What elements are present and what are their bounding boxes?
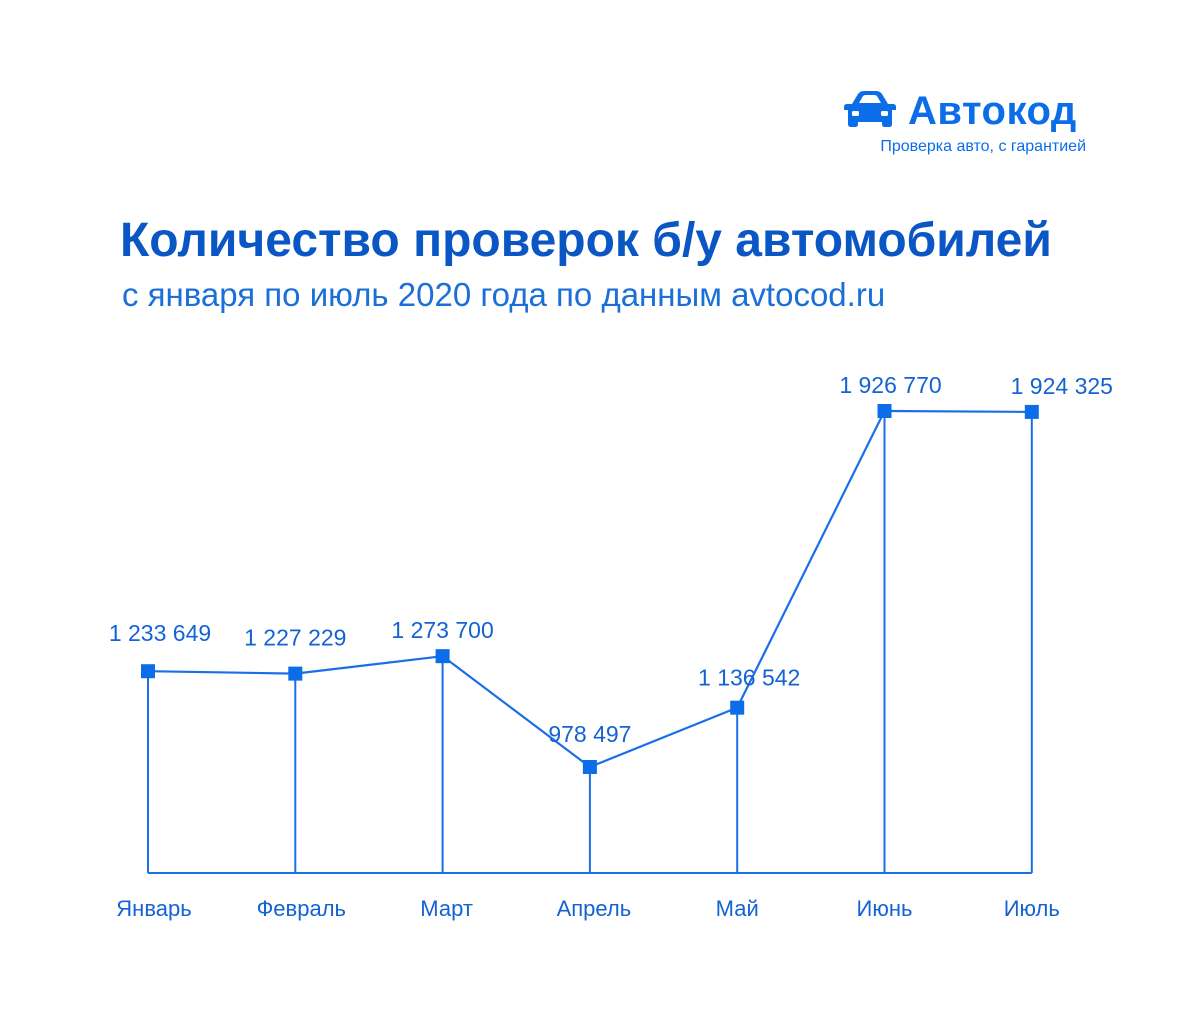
brand-tagline: Проверка авто, с гарантией: [880, 138, 1086, 155]
data-point-6: [877, 404, 892, 418]
data-point-7: [1024, 404, 1039, 419]
car-icon: [844, 91, 896, 127]
value-label-4: 978 497: [548, 721, 631, 747]
value-label-7: 1 924 325: [1011, 373, 1113, 399]
brand-logo: Автокод Проверка авто, с гарантией: [842, 88, 1090, 163]
value-label-3: 1 273 700: [391, 617, 493, 643]
value-label-6: 1 926 770: [839, 372, 941, 398]
data-point-4: [582, 760, 597, 774]
data-point-1: [141, 664, 155, 679]
chart-title: Количество проверок б/у автомобилей: [120, 214, 1052, 267]
data-point-2: [288, 666, 303, 681]
value-label-2: 1 227 229: [244, 625, 346, 651]
value-label-5: 1 136 542: [698, 665, 800, 691]
category-label-2: Февраль: [257, 896, 346, 921]
category-label-4: Апрель: [557, 896, 632, 921]
category-label-7: Июль: [1004, 896, 1060, 921]
data-point-3: [435, 649, 450, 664]
brand-name: Автокод: [908, 89, 1077, 133]
chart-subtitle: с января по июль 2020 года по данным avt…: [122, 276, 886, 313]
category-label-5: Май: [716, 896, 759, 921]
category-label-6: Июнь: [857, 896, 913, 921]
data-point-5: [730, 700, 745, 715]
value-label-1: 1 233 649: [109, 620, 211, 646]
category-label-3: Март: [420, 896, 473, 921]
category-label-1: Январь: [116, 896, 191, 921]
brand-logo-row: Автокод: [842, 88, 1077, 134]
series-line: [147, 409, 1032, 769]
